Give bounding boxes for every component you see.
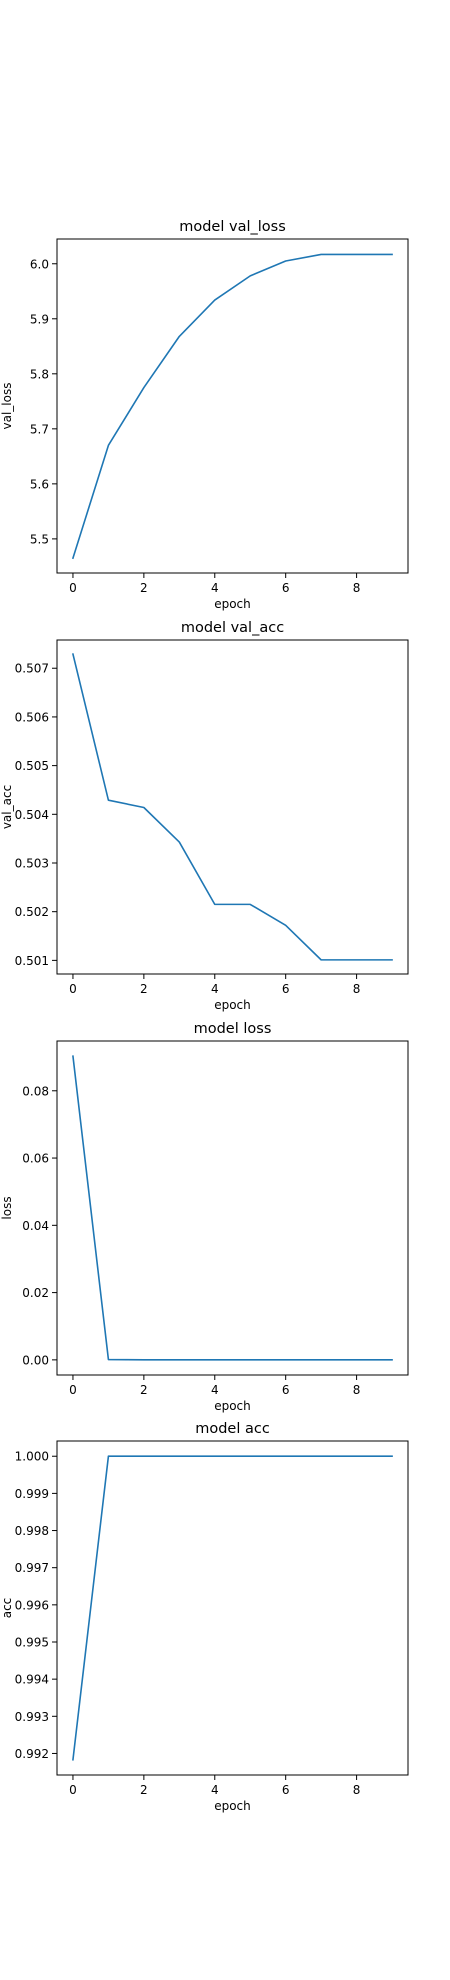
y-tick-label: 5.7 <box>30 422 49 436</box>
y-tick-label: 0.02 <box>22 1286 49 1300</box>
x-axis-label: epoch <box>214 1399 251 1413</box>
chart-panel-3: model loss 0 2 4 6 8 0.00 0.02 0.04 0.06 0.08 epoch… <box>0 1021 409 1413</box>
y-tick-label: 0.999 <box>15 1487 49 1501</box>
x-tick-label: 4 <box>211 581 219 595</box>
chart-panel-1: model val_loss 0 2 4 6 8 5.5 5.6 5.7 5.8 5.9 6.0 epo… <box>0 219 409 611</box>
y-tick-label: 0.501 <box>15 954 49 968</box>
x-axis-label: epoch <box>214 1799 251 1813</box>
x-tick-label: 2 <box>140 1783 148 1797</box>
series-line <box>72 1455 393 1761</box>
y-tick-label: 0.993 <box>15 1710 49 1724</box>
y-tick-label: 0.08 <box>22 1084 49 1098</box>
axes-frame <box>56 1440 409 1776</box>
y-tick-label: 0.06 <box>22 1152 49 1166</box>
x-tick-label: 2 <box>140 1383 148 1397</box>
x-tick-label: 0 <box>69 982 77 996</box>
x-tick-label: 0 <box>69 1783 77 1797</box>
y-axis-label: val_acc <box>0 785 14 829</box>
y-tick-label: 0.504 <box>15 808 49 822</box>
y-tick-label: 0.995 <box>15 1635 49 1649</box>
y-tick-label: 5.9 <box>30 312 49 326</box>
chart-title: model val_acc <box>181 620 284 636</box>
y-axis-label: val_loss <box>0 383 14 430</box>
x-tick-label: 2 <box>140 581 148 595</box>
y-axis-label: loss <box>0 1196 14 1219</box>
axes-frame <box>56 1040 409 1376</box>
x-tick-label: 6 <box>282 1783 290 1797</box>
x-tick-label: 0 <box>69 581 77 595</box>
x-tick-label: 8 <box>353 1383 361 1397</box>
chart-panel-4: model acc 0 2 4 6 8 0.992 0.993 0.994 0.995 0.996 0… <box>0 1421 409 1813</box>
axes-frame <box>56 238 409 574</box>
chart-title: model acc <box>195 1421 270 1437</box>
x-tick-label: 4 <box>211 982 219 996</box>
y-tick-label: 5.5 <box>30 532 49 546</box>
y-tick-label: 0.998 <box>15 1524 49 1538</box>
x-tick-label: 6 <box>282 982 290 996</box>
y-tick-label: 0.00 <box>22 1353 49 1367</box>
chart-title: model val_loss <box>179 219 286 235</box>
x-tick-label: 6 <box>282 1383 290 1397</box>
y-tick-label: 1.000 <box>15 1450 49 1464</box>
y-tick-label: 0.503 <box>15 856 49 870</box>
y-tick-label: 0.992 <box>15 1747 49 1761</box>
x-tick-label: 8 <box>353 581 361 595</box>
x-axis-label: epoch <box>214 998 251 1012</box>
y-tick-label: 5.6 <box>30 477 49 491</box>
y-tick-label: 5.8 <box>30 367 49 381</box>
y-axis-label: acc <box>0 1598 14 1619</box>
x-tick-label: 0 <box>69 1383 77 1397</box>
x-tick-label: 8 <box>353 982 361 996</box>
y-tick-label: 0.994 <box>15 1673 49 1687</box>
y-tick-label: 0.502 <box>15 905 49 919</box>
y-tick-label: 0.996 <box>15 1598 49 1612</box>
series-line <box>71 253 393 560</box>
y-tick-label: 0.04 <box>22 1219 49 1233</box>
y-tick-label: 0.507 <box>15 662 49 676</box>
y-tick-label: 0.505 <box>15 759 49 773</box>
y-tick-label: 0.997 <box>15 1561 49 1575</box>
chart-panel-2: model val_acc 0 2 4 6 8 0.501 0.502 0.503 0.504 0.… <box>0 620 409 1012</box>
x-tick-label: 2 <box>140 982 148 996</box>
series-line <box>71 653 393 961</box>
y-tick-label: 0.506 <box>15 710 49 724</box>
x-axis-label: epoch <box>214 597 251 611</box>
x-tick-label: 4 <box>211 1783 219 1797</box>
axes-frame <box>56 639 409 975</box>
series-line <box>72 1055 393 1361</box>
x-tick-label: 4 <box>211 1383 219 1397</box>
chart-title: model loss <box>194 1021 272 1037</box>
x-tick-label: 6 <box>282 581 290 595</box>
y-tick-label: 6.0 <box>30 257 49 271</box>
x-tick-label: 8 <box>353 1783 361 1797</box>
